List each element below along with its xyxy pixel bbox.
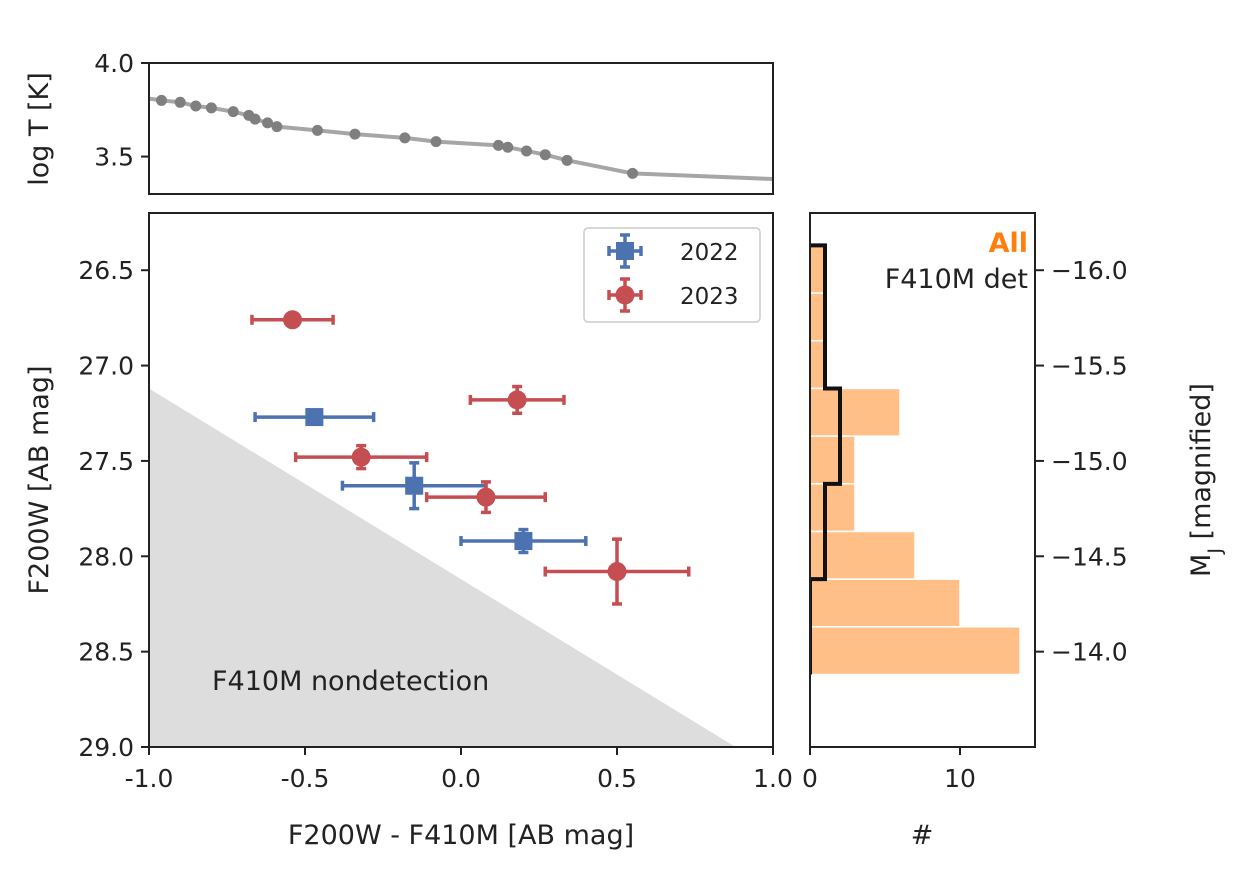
cmd-y-tick-label: 26.5 xyxy=(78,256,134,285)
square-marker xyxy=(514,532,533,551)
histogram-x-ticks: 0 10 xyxy=(802,747,976,793)
cmd-x-tick-label: -1.0 xyxy=(125,764,174,793)
temperature-y-ticks: 4.0 3.5 xyxy=(94,49,149,172)
data-point-2022 xyxy=(253,408,376,427)
histogram-frame xyxy=(809,212,1036,748)
cmd-x-tick-label: 0.0 xyxy=(441,764,481,793)
histogram-x-tick-label: 10 xyxy=(944,764,976,793)
cmd-y-axis-label: F200W [AB mag] xyxy=(24,366,55,595)
histogram-y-tick-label: −15.0 xyxy=(1051,447,1128,476)
legend-entries: 2022 2023 xyxy=(607,233,739,313)
temperature-point xyxy=(349,128,361,140)
data-point-2023 xyxy=(424,480,547,515)
temperature-point xyxy=(561,154,573,166)
histogram-y-ticks: −16.0 −15.5 −15.0 −14.5 −14.0 xyxy=(1035,256,1128,667)
nondetection-region xyxy=(149,388,736,747)
cmd-y-tick-label: 28.0 xyxy=(78,542,134,571)
temperature-plot-area xyxy=(149,63,773,194)
cmd-y-tick-label: 27.5 xyxy=(78,447,134,476)
histogram-bar xyxy=(810,340,826,390)
histogram-bars xyxy=(810,244,1021,676)
temperature-panel: 4.0 3.5 log T [K] xyxy=(24,49,774,195)
temperature-point xyxy=(227,106,239,118)
histogram-panel: 0 10 −16.0 −15.5 −15.0 −14.5 −14.0 All F410M … xyxy=(802,212,1226,851)
legend-circle-marker xyxy=(615,285,635,305)
histogram-y-tick-label: −16.0 xyxy=(1051,256,1128,285)
temperature-point xyxy=(492,139,504,151)
temperature-point xyxy=(539,149,551,161)
cmd-x-axis-label: F200W - F410M [AB mag] xyxy=(288,820,634,851)
cmd-panel: F410M nondetection -1.0 -0.5 0.0 0.5 1.0 26.… xyxy=(24,212,793,851)
temperature-y-tick-label: 3.5 xyxy=(94,143,134,172)
cmd-series xyxy=(250,310,691,606)
temperature-point xyxy=(271,121,283,133)
histogram-bar xyxy=(810,578,961,628)
data-point-2023 xyxy=(293,443,429,471)
histogram-bar xyxy=(810,483,856,533)
data-point-2023 xyxy=(250,310,335,330)
histogram-bar xyxy=(810,626,1021,676)
det-label: F410M det xyxy=(885,264,1028,295)
histogram-y-tick-label: −14.0 xyxy=(1051,638,1128,667)
legend-entry-2023: 2023 xyxy=(607,277,739,313)
cmd-x-ticks: -1.0 -0.5 0.0 0.5 1.0 xyxy=(125,747,793,793)
histogram-x-axis-label: # xyxy=(911,820,934,851)
temperature-frame xyxy=(148,62,774,195)
detection-histogram-outline xyxy=(810,243,842,675)
nondetection-label: F410M nondetection xyxy=(212,666,489,697)
temperature-point xyxy=(249,113,261,125)
legend: 2022 2023 xyxy=(583,227,761,323)
temperature-y-tick-label: 4.0 xyxy=(94,49,134,78)
temperature-point xyxy=(399,132,411,144)
temperature-point xyxy=(190,100,202,112)
temperature-point xyxy=(262,117,274,129)
cmd-frame xyxy=(148,212,774,748)
circle-marker xyxy=(351,447,371,467)
temperature-point xyxy=(502,141,514,153)
circle-marker xyxy=(476,487,496,507)
histogram-bar xyxy=(810,530,916,580)
temperature-point xyxy=(174,96,186,108)
legend-square-marker xyxy=(616,242,634,260)
histogram-y-tick-label: −14.5 xyxy=(1051,542,1128,571)
all-label: All xyxy=(989,228,1028,259)
circle-marker xyxy=(507,390,527,410)
histogram-x-tick-label: 0 xyxy=(802,764,818,793)
temperature-point xyxy=(430,136,442,148)
legend-label: 2023 xyxy=(680,284,739,310)
legend-entry-2022: 2022 xyxy=(607,233,739,269)
temperature-point xyxy=(205,102,217,114)
cmd-y-tick-label: 27.0 xyxy=(78,352,134,381)
data-point-2022 xyxy=(459,527,588,555)
histogram-y-tick-label: −15.5 xyxy=(1051,352,1128,381)
square-marker xyxy=(405,476,424,495)
cmd-x-tick-label: 0.5 xyxy=(597,764,637,793)
temperature-point xyxy=(521,145,533,157)
circle-marker xyxy=(607,562,627,582)
histogram-bar xyxy=(810,435,856,485)
data-point-2023 xyxy=(468,384,566,415)
temperature-point xyxy=(311,124,323,136)
cmd-y-tick-label: 29.0 xyxy=(78,733,134,762)
cmd-y-ticks: 26.5 27.0 27.5 28.0 28.5 29.0 xyxy=(78,256,149,762)
cmd-x-tick-label: 1.0 xyxy=(753,764,793,793)
temperature-points xyxy=(155,94,639,179)
cmd-x-tick-label: -0.5 xyxy=(281,764,330,793)
cmd-y-tick-label: 28.5 xyxy=(78,638,134,667)
temperature-point xyxy=(627,167,639,179)
histogram-y-axis-label: MJ [magnified] xyxy=(1186,383,1226,577)
legend-label: 2022 xyxy=(680,240,739,266)
data-point-2023 xyxy=(543,537,691,606)
square-marker xyxy=(305,408,324,427)
histogram-bar xyxy=(810,387,901,437)
histogram-bar xyxy=(810,244,826,294)
temperature-y-axis-label: log T [K] xyxy=(24,72,55,186)
temperature-point xyxy=(155,94,167,106)
circle-marker xyxy=(283,310,303,330)
histogram-bar xyxy=(810,292,826,342)
